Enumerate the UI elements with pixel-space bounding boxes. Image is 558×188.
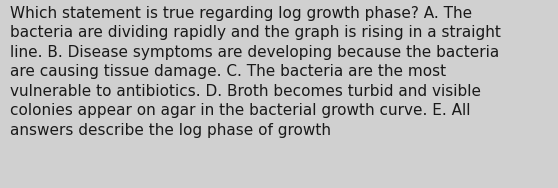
Text: Which statement is true regarding log growth phase? A. The
bacteria are dividing: Which statement is true regarding log gr… xyxy=(10,6,501,138)
